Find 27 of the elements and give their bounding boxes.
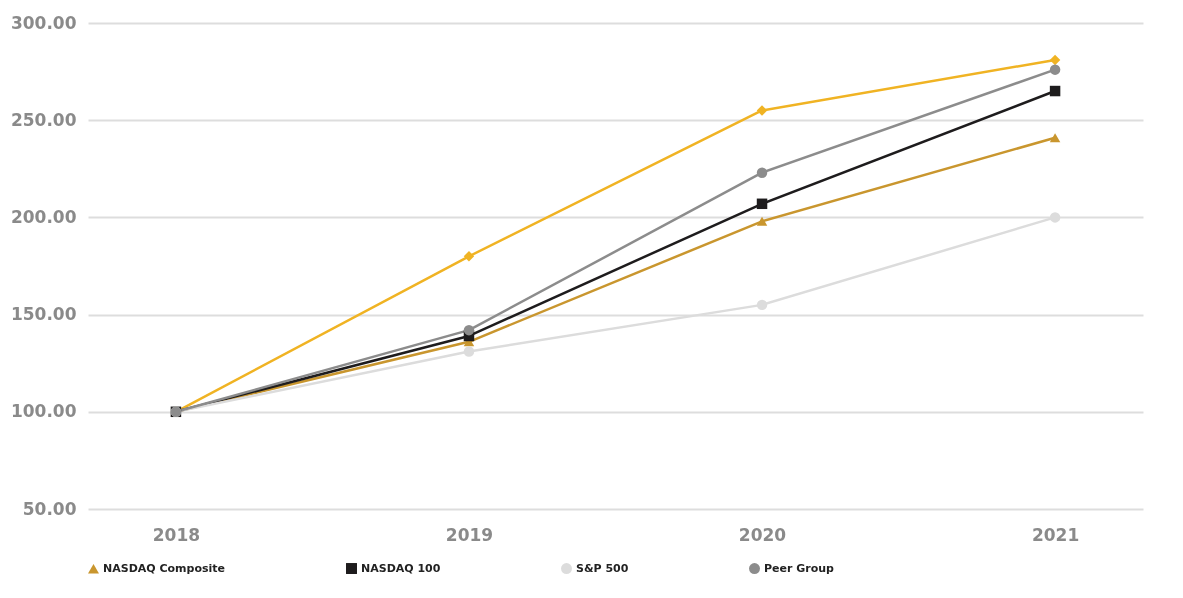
legend-label: Peer Group xyxy=(764,561,835,575)
y-tick-label: 300.00 xyxy=(10,12,77,33)
y-tick-label: 50.00 xyxy=(22,498,77,519)
y-tick-label: 150.00 xyxy=(10,304,77,325)
x-tick-label: 2021 xyxy=(1031,524,1080,545)
y-tick-label: 200.00 xyxy=(10,206,77,227)
point xyxy=(756,216,768,226)
point xyxy=(756,198,768,210)
point xyxy=(463,251,475,262)
x-tick-label: 2020 xyxy=(738,524,787,545)
legend-label: NASDAQ 100 xyxy=(361,561,441,575)
point xyxy=(756,105,768,116)
x-tick-label: 2019 xyxy=(445,524,494,545)
point xyxy=(756,299,768,311)
point xyxy=(463,346,475,357)
point xyxy=(1049,133,1061,143)
point xyxy=(1049,212,1061,223)
legend-label: NASDAQ Composite xyxy=(103,561,226,575)
point xyxy=(1049,85,1061,97)
legend-label: S&P 500 xyxy=(576,561,629,575)
y-tick-label: 250.00 xyxy=(10,109,77,130)
point xyxy=(1049,54,1061,66)
x-tick-label: 2018 xyxy=(152,524,201,545)
point xyxy=(756,167,768,178)
y-tick-label: 100.00 xyxy=(10,401,77,422)
point xyxy=(1049,64,1061,75)
point xyxy=(463,324,475,336)
